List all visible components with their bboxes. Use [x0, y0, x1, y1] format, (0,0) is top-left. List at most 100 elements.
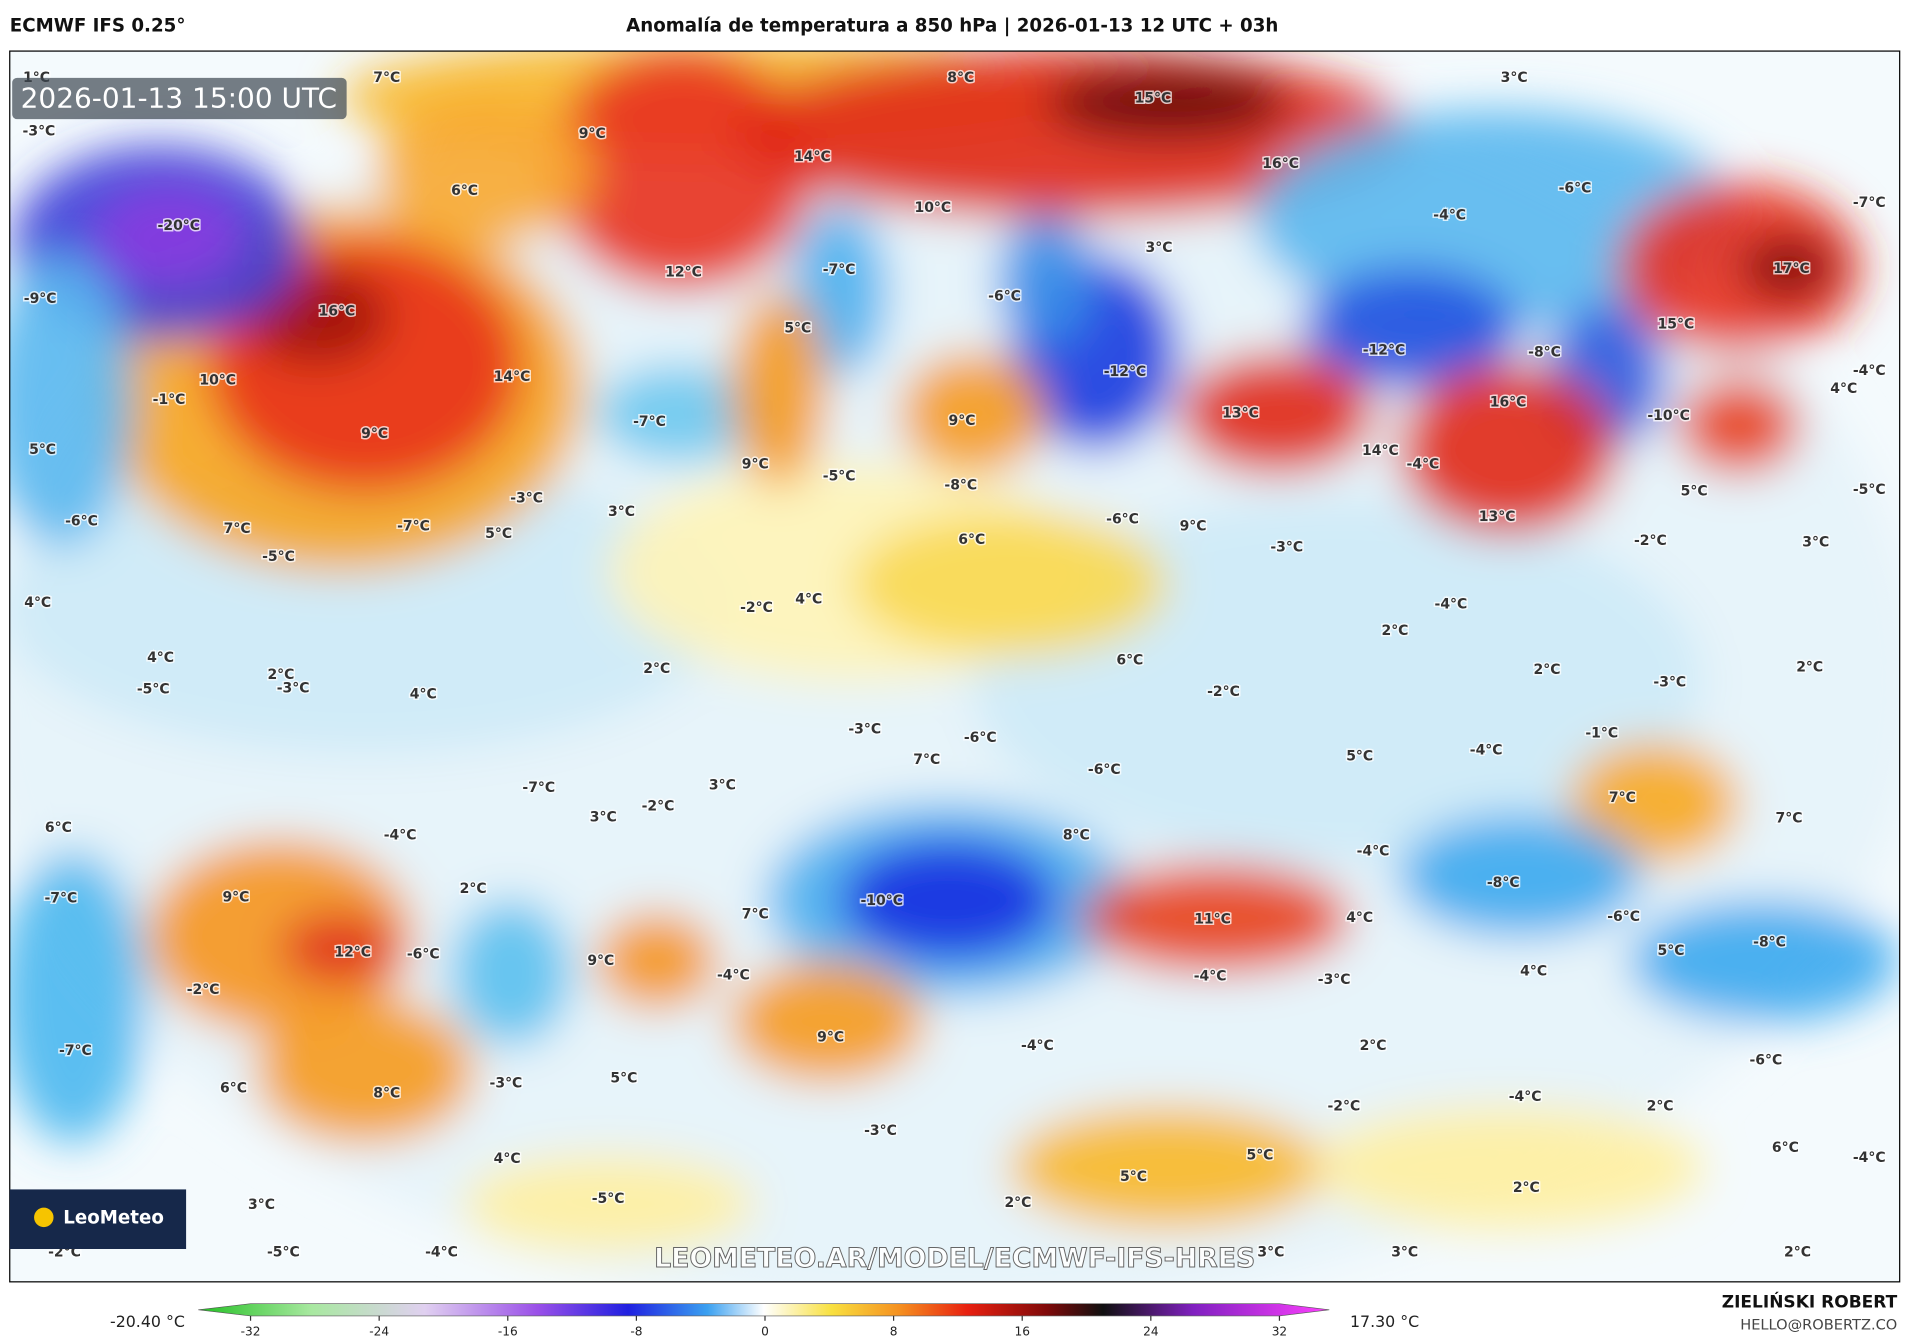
- temperature-label: 2°C: [1360, 1038, 1387, 1054]
- temperature-label: 5°C: [29, 442, 56, 458]
- temperature-label: 9°C: [222, 890, 249, 906]
- temperature-label: 4°C: [1346, 910, 1373, 926]
- anomaly-blob: [1082, 863, 1350, 973]
- temperature-label: -12°C: [1363, 342, 1405, 358]
- temperature-label: 5°C: [1681, 483, 1708, 499]
- temperature-label: 15°C: [1658, 317, 1695, 333]
- temperature-label: 6°C: [451, 183, 478, 199]
- temperature-label: -5°C: [592, 1191, 625, 1207]
- temperature-label: -2°C: [740, 600, 773, 616]
- temperature-label: -6°C: [1750, 1052, 1783, 1068]
- temperature-label: -6°C: [964, 730, 997, 746]
- colorbar-tick-label: -16: [498, 1324, 518, 1338]
- anomaly-blob: [1009, 1106, 1326, 1229]
- temperature-label: -7°C: [633, 414, 666, 430]
- anomaly-blob: [377, 97, 596, 244]
- temperature-label: 9°C: [1180, 519, 1207, 535]
- temperature-label: 6°C: [958, 532, 985, 548]
- anomaly-blob: [145, 839, 414, 1034]
- temperature-label: -2°C: [1207, 684, 1240, 700]
- temperature-label: -1°C: [153, 392, 186, 408]
- anomaly-blob: [1629, 899, 1898, 1022]
- temperature-label: -4°C: [1470, 742, 1503, 758]
- temperature-label: 5°C: [1346, 748, 1373, 764]
- temperature-label: -3°C: [864, 1123, 897, 1139]
- temperature-label: -4°C: [1357, 843, 1390, 859]
- temperature-label: 7°C: [1776, 810, 1803, 826]
- temperature-label: -8°C: [944, 477, 977, 493]
- temperature-label: 13°C: [1222, 405, 1259, 421]
- temperature-label: 15°C: [1135, 91, 1172, 107]
- temperature-label: -3°C: [510, 491, 543, 507]
- watermark: LEOMETEO.AR/MODEL/ECMWF-IFS-HRES: [654, 1243, 1255, 1274]
- temperature-label: 2°C: [1796, 660, 1823, 676]
- anomaly-blob: [97, 188, 244, 286]
- temperature-label: 10°C: [914, 200, 951, 216]
- temperature-label: 2°C: [1647, 1099, 1674, 1115]
- temperature-label: 7°C: [373, 70, 400, 86]
- temperature-label: 9°C: [587, 953, 614, 969]
- temperature-label: -6°C: [1106, 511, 1139, 527]
- temperature-label: -7°C: [59, 1043, 92, 1059]
- temperature-label: -9°C: [24, 291, 57, 307]
- temperature-label: 7°C: [224, 521, 251, 537]
- temperature-label: 2°C: [460, 881, 487, 897]
- temperature-label: -8°C: [1487, 875, 1520, 891]
- temperature-label: -7°C: [823, 262, 856, 278]
- temperature-label: 4°C: [494, 1151, 521, 1167]
- temperature-label: 3°C: [1146, 240, 1173, 256]
- timestamp: 2026-01-13 15:00 UTC: [21, 82, 337, 115]
- anomaly-blob: [729, 291, 828, 487]
- temperature-label: -3°C: [490, 1076, 523, 1092]
- temperature-label: -6°C: [1559, 181, 1592, 197]
- temperature-label: 9°C: [742, 457, 769, 473]
- temperature-label: 14°C: [494, 369, 531, 385]
- temperature-label: 9°C: [817, 1029, 844, 1045]
- anomaly-blob: [1398, 364, 1618, 536]
- temperature-label: -4°C: [1509, 1089, 1542, 1105]
- temperature-label: -7°C: [44, 891, 77, 907]
- anomaly-blob: [997, 212, 1095, 347]
- temperature-label: -5°C: [137, 682, 170, 698]
- temperature-label: -8°C: [1528, 345, 1561, 361]
- temperature-label: 7°C: [742, 907, 769, 923]
- temperature-label: -4°C: [384, 828, 417, 844]
- temperature-label: -5°C: [823, 469, 856, 485]
- anomaly-blob: [1179, 352, 1375, 475]
- temperature-label: 6°C: [1772, 1140, 1799, 1156]
- logo: LeoMeteo: [63, 1207, 164, 1228]
- temperature-label: -4°C: [1853, 363, 1886, 379]
- anomaly-blob: [595, 912, 718, 1010]
- temperature-label: -5°C: [1853, 482, 1886, 498]
- temperature-label: 14°C: [1362, 443, 1399, 459]
- temperature-label: 9°C: [579, 126, 606, 142]
- temperature-label: 2°C: [1534, 662, 1561, 678]
- anomaly-blob: [1678, 377, 1800, 475]
- temperature-label: 4°C: [1830, 381, 1857, 397]
- temperature-label: 2°C: [1784, 1245, 1811, 1261]
- email: HELLO@ROBERTZ.CO: [1740, 1316, 1897, 1333]
- anomaly-blob: [9, 851, 146, 1144]
- temperature-label: -2°C: [642, 798, 675, 814]
- temperature-label: -6°C: [1088, 762, 1121, 778]
- temperature-label: -6°C: [1607, 909, 1640, 925]
- temperature-label: 3°C: [1257, 1245, 1284, 1261]
- temperature-label: 5°C: [1658, 943, 1685, 959]
- temperature-label: 5°C: [784, 320, 811, 336]
- author: ZIELIŃSKI ROBERT: [1722, 1290, 1898, 1312]
- temperature-label: 12°C: [334, 944, 371, 960]
- temperature-label: 3°C: [1501, 70, 1528, 86]
- temperature-label: -4°C: [1407, 457, 1440, 473]
- temperature-label: 6°C: [220, 1080, 247, 1096]
- temperature-label: -8°C: [1753, 935, 1786, 951]
- temperature-label: 4°C: [410, 686, 437, 702]
- temperature-label: 5°C: [1120, 1169, 1147, 1185]
- anomaly-blob: [450, 899, 572, 1046]
- temperature-label: -12°C: [1104, 364, 1146, 380]
- temperature-label: 8°C: [373, 1085, 400, 1101]
- temperature-label: 3°C: [608, 504, 635, 520]
- temperature-label: 3°C: [1802, 534, 1829, 550]
- temperature-label: 6°C: [45, 820, 72, 836]
- colorbar-tick-label: 8: [890, 1324, 898, 1338]
